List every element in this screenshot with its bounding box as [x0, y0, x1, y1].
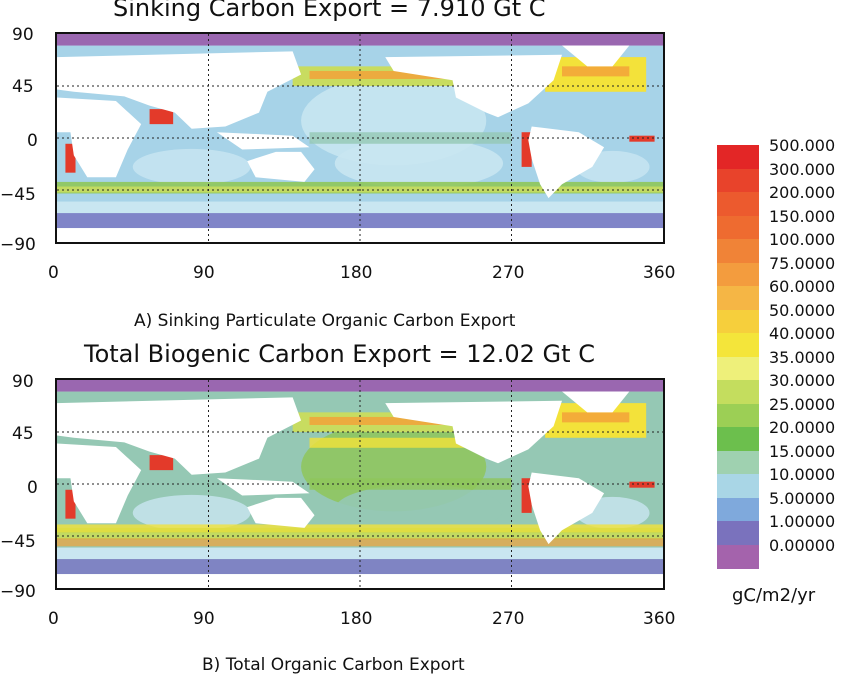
x-tick: 270: [492, 609, 525, 629]
grid-lines: [57, 380, 663, 588]
legend-swatch: [717, 380, 759, 404]
legend-label: 60.0000: [769, 277, 836, 296]
y-tick: 90: [12, 372, 34, 392]
x-tick: 360: [643, 263, 676, 283]
legend-label: 30.0000: [769, 371, 836, 390]
y-tick: −45: [0, 532, 36, 552]
legend-label: 100.000: [769, 230, 836, 249]
legend-label: 25.0000: [769, 394, 836, 414]
legend-label: 40.0000: [769, 324, 836, 343]
y-tick: 90: [12, 25, 34, 45]
legend-label: 5.00000: [769, 488, 836, 508]
x-tick: 90: [193, 263, 215, 283]
legend-swatch: [717, 309, 759, 334]
y-tick: 45: [12, 77, 34, 97]
legend-label: 1.00000: [769, 512, 836, 531]
legend-swatch: [717, 192, 759, 216]
x-tick: 270: [492, 263, 525, 283]
legend-swatch: [717, 521, 759, 545]
x-tick: 0: [48, 609, 59, 629]
legend-swatch: [717, 215, 759, 240]
legend-units: gC/m2/yr: [732, 585, 816, 606]
map-canvas: [57, 380, 663, 588]
y-tick: −90: [0, 235, 36, 255]
legend-label: 20.0000: [769, 418, 836, 437]
legend-label: 50.0000: [769, 300, 836, 320]
panel-a-caption: A) Sinking Particulate Organic Carbon Ex…: [134, 311, 516, 331]
legend-label: 0.00000: [769, 535, 836, 555]
y-tick: 45: [12, 424, 34, 444]
legend-swatch: [717, 145, 759, 169]
y-tick: 0: [27, 478, 38, 498]
panel-a-title: Sinking Carbon Export = 7.910 Gt C: [113, 0, 546, 22]
legend-swatch: [717, 427, 759, 451]
x-tick: 0: [48, 263, 59, 283]
y-tick: 0: [27, 131, 38, 151]
legend-swatch: [717, 497, 759, 522]
y-tick: −45: [0, 185, 36, 205]
panel-b-map: [55, 378, 665, 590]
legend-label: 200.000: [769, 183, 836, 202]
legend-label: 500.000: [769, 136, 836, 155]
panel-b-caption: B) Total Organic Carbon Export: [202, 655, 465, 675]
legend-label: 75.0000: [769, 253, 836, 273]
legend-label: 15.0000: [769, 441, 836, 461]
legend-swatch: [717, 356, 759, 381]
y-tick: −90: [0, 582, 36, 602]
legend-swatch: [717, 544, 759, 569]
x-tick: 180: [340, 609, 373, 629]
land-mask: [57, 45, 663, 242]
legend-swatch: [717, 239, 759, 263]
legend-label: 300.000: [769, 159, 836, 179]
legend-swatch: [717, 403, 759, 428]
x-tick: 90: [193, 609, 215, 629]
legend-swatch: [717, 262, 759, 287]
legend-swatch: [717, 168, 759, 193]
panel-b-title: Total Biogenic Carbon Export = 12.02 Gt …: [84, 340, 595, 368]
grid-lines: [57, 34, 663, 242]
map-canvas: [57, 34, 663, 242]
land-mask: [57, 391, 663, 588]
x-tick: 360: [643, 609, 676, 629]
legend-swatch: [717, 474, 759, 498]
legend-label: 150.000: [769, 206, 836, 226]
legend-swatch: [717, 333, 759, 357]
legend-swatch: [717, 450, 759, 475]
x-tick: 180: [340, 263, 373, 283]
legend-swatch: [717, 286, 759, 310]
legend-label: 35.0000: [769, 347, 836, 367]
legend-label: 10.0000: [769, 465, 836, 484]
panel-a-map: [55, 32, 665, 244]
